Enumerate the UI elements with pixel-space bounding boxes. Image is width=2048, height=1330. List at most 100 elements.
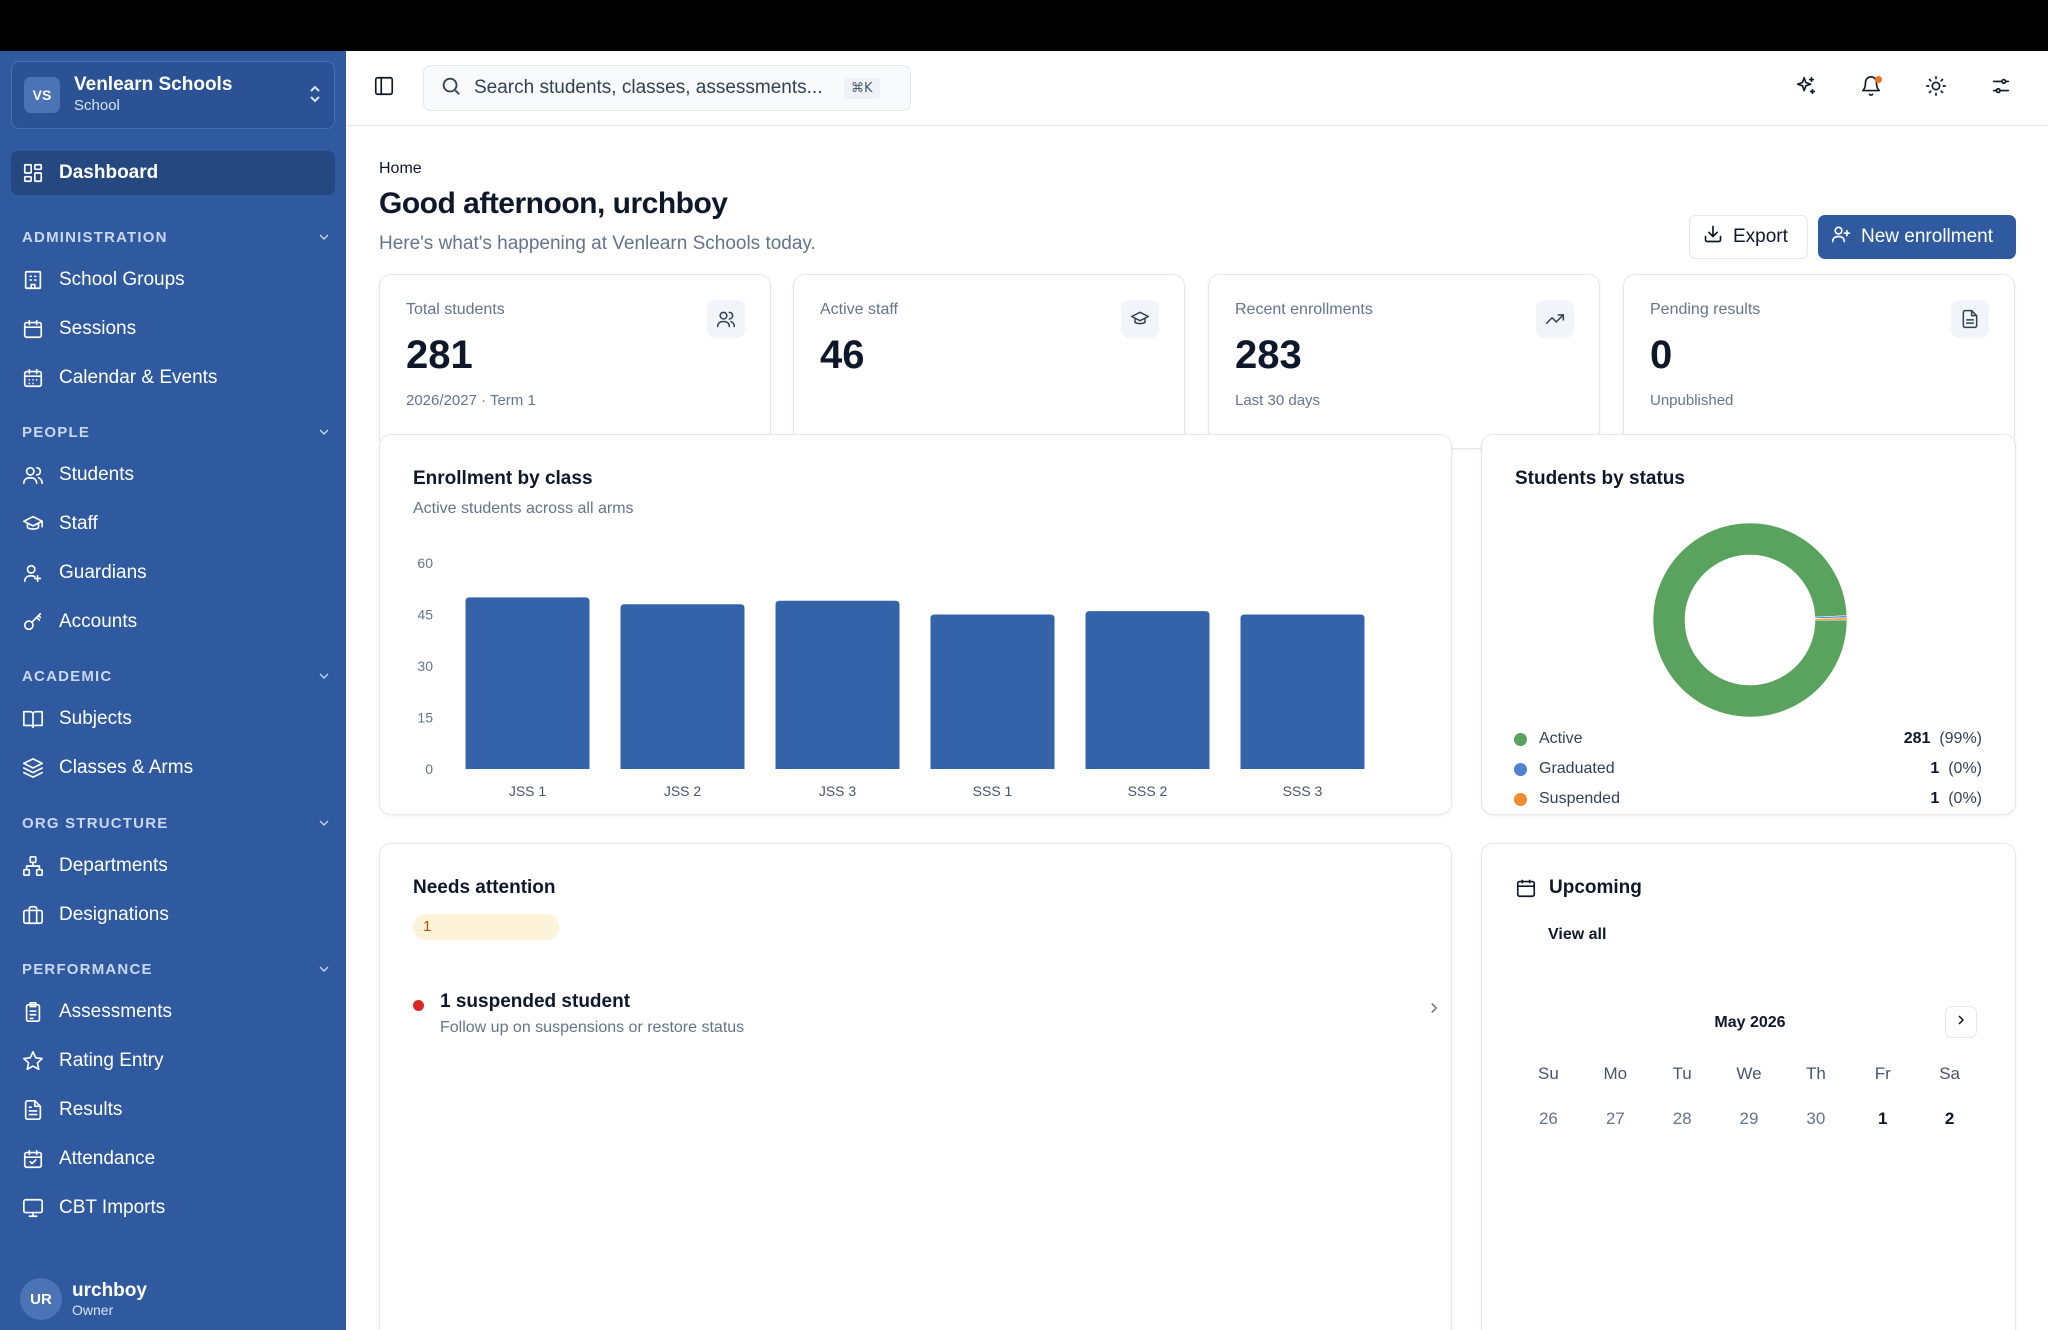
search-bar[interactable]: ⌘K [423,65,911,111]
needs-attention-card: Needs attention 1 1 suspended student Fo… [379,843,1452,1330]
bar-sss-2[interactable] [1085,611,1210,769]
sidebar-item-subjects[interactable]: Subjects [11,697,335,741]
legend-item-graduated: Graduated 1 (0%) [1514,760,1982,778]
weekday: Tu [1672,1064,1692,1083]
sidebar-item-accounts[interactable]: Accounts [11,600,335,644]
weekday: Sa [1939,1064,1960,1083]
breadcrumb[interactable]: Home [379,160,422,177]
sidebar-item-dashboard[interactable]: Dashboard [11,151,335,195]
user-menu[interactable]: UR urchboy Owner [20,1278,147,1320]
file-text-icon [22,1099,44,1121]
sparkles-icon [1795,75,1817,102]
section-academic[interactable]: ACADEMIC [22,664,332,688]
sidebar-item-cbt-imports[interactable]: CBT Imports [11,1186,335,1230]
bar-jss-1[interactable] [465,597,590,769]
sidebar-item-label: School Groups [59,269,185,290]
user-plus-icon [1831,224,1861,250]
attention-item[interactable]: 1 suspended student Follow up on suspens… [413,991,1443,1037]
sidebar-item-label: Sessions [59,318,137,339]
org-name: Venlearn Schools [74,74,233,95]
sidebar-item-classes-arms[interactable]: Classes & Arms [11,746,335,790]
card-title: Upcoming [1549,877,1642,898]
calendar-day[interactable]: 30 [1806,1109,1826,1128]
stat-card-pending-results: Pending results 0 Unpublished [1623,274,2015,449]
section-administration[interactable]: ADMINISTRATION [22,225,332,249]
new-enrollment-button[interactable]: New enrollment [1818,215,2016,259]
bar-jss-3[interactable] [775,600,900,769]
view-all-link[interactable]: View all [1548,926,1607,943]
stat-card-total-students: Total students 281 2026/2027 · Term 1 [379,274,771,449]
enrollment-by-class-card: Enrollment by class Active students acro… [379,434,1452,815]
bar-sss-1[interactable] [930,614,1055,770]
monitor-icon [22,1197,44,1219]
attention-item-title: 1 suspended student [440,991,631,1012]
calendar-day[interactable]: 1 [1877,1109,1888,1128]
weekday: Su [1538,1064,1559,1083]
sidebar-item-staff[interactable]: Staff [11,502,335,546]
y-tick-label: 0 [425,761,433,777]
section-performance[interactable]: PERFORMANCE [22,957,332,981]
sidebar-item-results[interactable]: Results [11,1088,335,1132]
org-switcher[interactable]: VS Venlearn Schools School [11,61,335,129]
avatar: UR [20,1278,62,1320]
theme-toggle-button[interactable] [1918,70,1954,106]
user-role: Owner [72,1302,114,1318]
settings-button[interactable] [1983,70,2019,106]
calendar-icon [22,318,44,340]
calendar-day[interactable]: 29 [1739,1109,1759,1128]
sidebar-item-school-groups[interactable]: School Groups [11,258,335,302]
sidebar-item-calendar-events[interactable]: Calendar & Events [11,356,335,400]
card-subtitle: Active students across all arms [413,500,634,517]
sidebar-item-label: CBT Imports [59,1197,166,1218]
calendar-day[interactable]: 26 [1538,1109,1558,1128]
bar-sss-3[interactable] [1240,614,1365,770]
legend-value: 1 (0%) [1930,790,1982,808]
legend-item-suspended: Suspended 1 (0%) [1514,790,1982,808]
calendar-day[interactable]: 2 [1944,1109,1955,1128]
notifications-button[interactable] [1853,70,1889,106]
toggle-sidebar-button[interactable] [366,70,402,106]
sidebar-item-sessions[interactable]: Sessions [11,307,335,351]
sun-icon [1925,75,1947,102]
search-input[interactable] [474,77,844,99]
sidebar-item-students[interactable]: Students [11,453,335,497]
upcoming-card: Upcoming View all May 2026 Su Mo Tu We T… [1481,843,2016,1330]
calendar-day[interactable]: 28 [1672,1109,1692,1128]
sidebar-item-designations[interactable]: Designations [11,893,335,937]
export-button[interactable]: Export [1689,215,1808,259]
stat-value: 283 [1235,333,1302,377]
search-icon [440,75,462,102]
sidebar-item-rating-entry[interactable]: Rating Entry [11,1039,335,1083]
trending-up-icon [1536,300,1574,338]
chevron-down-icon [316,961,332,977]
sidebar-item-label: Subjects [59,708,132,729]
window-top-bar [0,0,2048,51]
sidebar-item-assessments[interactable]: Assessments [11,990,335,1034]
ai-assistant-button[interactable] [1788,70,1824,106]
users-icon [22,464,44,486]
sidebar-item-departments[interactable]: Departments [11,844,335,888]
sliders-icon [1990,75,2012,102]
calendar-day[interactable]: 27 [1605,1109,1625,1128]
section-org-structure[interactable]: ORG STRUCTURE [22,811,332,835]
calendar-icon [1515,877,1537,899]
briefcase-icon [22,904,44,926]
sidebar-item-label: Departments [59,855,168,876]
enrollment-bar-chart: 0 15 30 45 60 JSS 1 JSS 2 JSS 3 SSS 1 SSS 2 SSS 3 [417,555,1365,799]
header: ⌘K [346,51,2048,126]
donut-slice-suspended[interactable] [1814,617,1848,621]
org-type: School [74,97,120,114]
sidebar-item-attendance[interactable]: Attendance [11,1137,335,1181]
x-tick-label: SSS 3 [1283,783,1323,799]
graduation-cap-icon [22,513,44,535]
sidebar-item-label: Dashboard [59,162,159,183]
donut-slice-active[interactable] [1652,522,1848,718]
next-month-button[interactable] [1945,1006,1977,1038]
sidebar-item-guardians[interactable]: Guardians [11,551,335,595]
page-title: Good afternoon, urchboy [379,187,728,220]
students-by-status-card: Students by status Active 281 (99%) Grad… [1481,434,2016,815]
section-people[interactable]: PEOPLE [22,420,332,444]
bar-jss-2[interactable] [620,604,745,769]
sidebar-item-label: Classes & Arms [59,757,194,778]
legend-pct: (0%) [1948,790,1982,807]
